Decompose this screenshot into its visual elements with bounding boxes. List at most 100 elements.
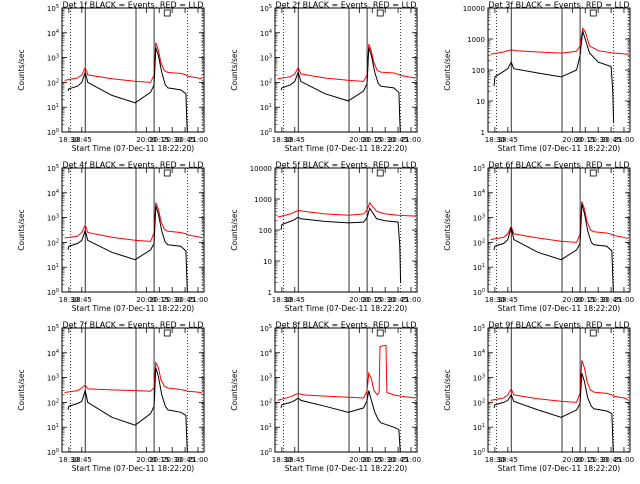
y-tick-label: 101 [47,263,59,272]
x-tick-label: 20:30 [588,136,608,144]
x-tick-label: 18:45 [285,136,305,144]
y-tick-label: 100 [260,128,272,137]
series-line [67,205,188,292]
y-tick-label: 104 [473,189,485,198]
x-tick-label: 20:00 [562,136,582,144]
x-tick-label: 21:00 [401,136,421,144]
x-tick-label: 20:45 [175,296,195,304]
y-axis-label: Counts/sec [230,209,239,250]
panel-title: Det 1f BLACK = Events, RED = LLD [62,1,203,10]
x-tick-label: 20:45 [388,456,408,464]
y-tick-label: 104 [47,189,59,198]
series-line [64,202,203,242]
x-axis-label: Start Time (07-Dec-11 18:22:20) [72,464,194,473]
legend-square-icon [589,9,597,17]
series-line [490,201,629,243]
y-tick-label: 1000 [254,196,272,204]
x-tick-label: 20:45 [388,296,408,304]
panel-title: Det 5f BLACK = Events, RED = LLD [275,161,416,170]
y-axis-label: Counts/sec [443,209,452,250]
legend-square-icon [376,169,384,177]
y-tick-label: 100 [47,288,59,297]
x-tick-label: 18:30 [59,136,79,144]
x-tick-label: 20:00 [349,136,369,144]
y-tick-label: 1000 [467,36,485,44]
series-line [64,360,203,394]
y-axis-label: Counts/sec [230,369,239,410]
x-tick-label: 20:30 [162,136,182,144]
x-tick-label: 20:30 [375,296,395,304]
x-tick-label: 20:15 [362,136,382,144]
x-tick-label: 20:45 [601,296,621,304]
y-axis-label: Counts/sec [443,49,452,90]
panel-title: Det 2f BLACK = Events, RED = LLD [275,1,416,10]
series-line [67,367,188,452]
y-tick-label: 101 [260,423,272,432]
panel-title: Det 9f BLACK = Events, RED = LLD [488,321,629,330]
x-tick-label: 20:00 [562,456,582,464]
series-line [64,42,203,83]
y-tick-label: 100 [473,448,485,457]
y-tick-label: 101 [473,423,485,432]
y-tick-label: 102 [473,238,485,247]
series-line [277,201,416,218]
x-tick-label: 18:45 [72,456,92,464]
legend-square-icon [163,329,171,337]
y-tick-label: 105 [47,164,59,173]
x-tick-label: 21:00 [614,456,634,464]
series-line [280,47,401,132]
x-axis-label: Start Time (07-Dec-11 18:22:20) [285,144,407,153]
y-tick-label: 101 [47,423,59,432]
y-tick-label: 103 [473,214,485,223]
y-axis-label: Counts/sec [17,209,26,250]
x-tick-label: 20:15 [575,456,595,464]
x-tick-label: 20:30 [588,296,608,304]
x-tick-label: 18:30 [485,296,505,304]
y-tick-label: 102 [47,78,59,87]
y-axis-label: Counts/sec [17,49,26,90]
legend-square-icon [376,9,384,17]
x-tick-label: 20:00 [562,296,582,304]
y-tick-label: 105 [260,324,272,333]
y-tick-label: 103 [473,374,485,383]
y-tick-label: 105 [473,324,485,333]
y-tick-label: 100 [259,227,272,235]
y-tick-label: 100 [473,288,485,297]
y-tick-label: 10000 [463,5,485,13]
x-tick-label: 20:45 [175,456,195,464]
y-tick-label: 104 [47,29,59,38]
y-tick-label: 101 [47,103,59,112]
x-tick-label: 18:30 [272,296,292,304]
x-tick-label: 21:00 [614,296,634,304]
x-axis-label: Start Time (07-Dec-11 18:22:20) [498,464,620,473]
y-tick-label: 1 [481,129,485,137]
plot-frame [274,7,418,133]
panel-title: Det 7f BLACK = Events, RED = LLD [62,321,203,330]
x-tick-label: 18:30 [485,136,505,144]
x-tick-label: 20:15 [362,456,382,464]
x-tick-label: 20:30 [162,296,182,304]
plot-frame [61,167,205,293]
x-tick-label: 20:15 [575,136,595,144]
y-tick-label: 102 [47,238,59,247]
x-axis-label: Start Time (07-Dec-11 18:22:20) [498,304,620,313]
x-tick-label: 18:45 [285,456,305,464]
y-tick-label: 103 [260,374,272,383]
y-tick-label: 10 [476,98,485,106]
y-tick-label: 104 [260,349,272,358]
x-axis-label: Start Time (07-Dec-11 18:22:20) [285,304,407,313]
y-tick-label: 100 [472,67,485,75]
x-tick-label: 18:30 [59,296,79,304]
x-tick-label: 21:00 [401,296,421,304]
x-tick-label: 20:00 [136,296,156,304]
y-axis-label: Counts/sec [443,369,452,410]
y-tick-label: 104 [47,349,59,358]
x-tick-label: 20:15 [362,296,382,304]
y-tick-label: 105 [47,324,59,333]
